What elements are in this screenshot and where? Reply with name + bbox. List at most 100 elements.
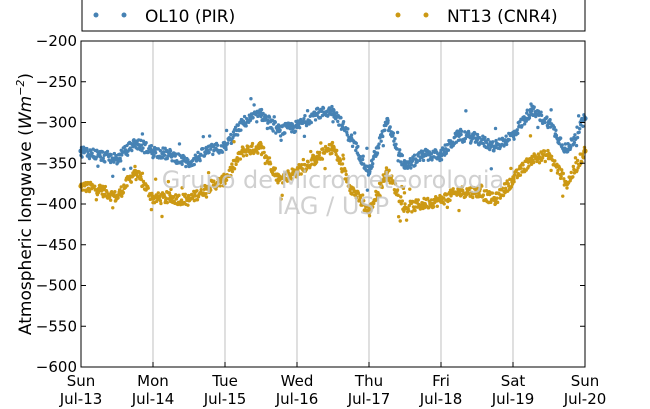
- x-tick-day-4: Thu: [354, 372, 383, 390]
- nt13-sample: [230, 169, 235, 174]
- ol10-sample: [251, 115, 255, 120]
- ol10-sample: [421, 158, 426, 163]
- nt13-sample: [442, 202, 446, 206]
- nt13-sample: [354, 192, 358, 197]
- nt13-sample: [480, 184, 484, 188]
- ol10-sample: [297, 125, 302, 130]
- nt13-sample: [214, 187, 218, 191]
- nt13-sample: [309, 149, 313, 154]
- ol10-sample: [381, 144, 385, 148]
- nt13-sample: [296, 172, 301, 177]
- ol10-sample: [303, 114, 307, 118]
- y-tick-label-7: −550: [36, 317, 77, 335]
- nt13-sample: [202, 187, 207, 192]
- ol10-sample: [302, 134, 307, 139]
- ol10-sample: [576, 114, 581, 118]
- ol10-sample: [391, 131, 396, 135]
- nt13-sample-cloud: [79, 134, 587, 223]
- ol10-sample: [222, 140, 227, 145]
- x-tick-day-5: Fri: [432, 372, 450, 390]
- svg-text:Atmospheric longwave (W: Atmospheric longwave (Wm−2): [14, 73, 36, 335]
- ol10-sample: [399, 160, 403, 164]
- nt13-sample: [582, 145, 587, 150]
- nt13-sample: [375, 196, 380, 200]
- nt13-sample: [323, 166, 327, 171]
- nt13-sample: [382, 176, 387, 180]
- ol10-sample: [283, 131, 287, 135]
- nt13-sample: [492, 196, 497, 200]
- ol10-sample: [109, 152, 113, 157]
- nt13-sample: [321, 147, 325, 151]
- nt13-sample: [246, 145, 250, 149]
- nt13-sample: [267, 156, 272, 160]
- nt13-sample: [368, 209, 373, 213]
- nt13-sample: [209, 188, 213, 192]
- ol10-sample: [502, 144, 506, 148]
- nt13-sample: [530, 154, 534, 159]
- ol10-sample: [184, 164, 188, 169]
- nt13-sample: [320, 157, 325, 161]
- nt13-sample: [509, 166, 513, 171]
- nt13-sample: [543, 149, 547, 153]
- ol10-sample: [337, 123, 342, 127]
- ol10-sample: [349, 133, 354, 137]
- nt13-sample: [490, 191, 495, 195]
- nt13-sample: [571, 164, 576, 169]
- nt13-sample: [519, 166, 523, 170]
- nt13-sample: [445, 205, 450, 210]
- nt13-sample: [384, 166, 389, 170]
- nt13-sample: [306, 160, 310, 164]
- ol10-sample: [345, 133, 349, 137]
- x-tick-day-6: Sat: [501, 372, 526, 390]
- nt13-sample: [301, 157, 306, 162]
- nt13-sample: [512, 180, 516, 184]
- nt13-sample: [274, 178, 279, 182]
- ol10-sample: [196, 150, 200, 155]
- watermark: Grupo de Micrometeorologia IAG / USP: [162, 166, 504, 220]
- ol10-sample: [490, 143, 494, 147]
- nt13-sample: [186, 203, 190, 207]
- nt13-sample: [180, 186, 184, 190]
- x-tick-day-2: Tue: [211, 372, 238, 390]
- nt13-sample: [344, 172, 348, 177]
- ol10-sample: [255, 120, 259, 124]
- legend-marker-ol10: [93, 12, 127, 18]
- nt13-sample: [239, 151, 244, 156]
- legend-label-ol10: OL10 (PIR): [145, 7, 235, 27]
- nt13-sample: [230, 162, 234, 166]
- ol10-sample: [398, 148, 402, 152]
- ol10-sample: [161, 150, 166, 154]
- nt13-sample: [199, 188, 203, 192]
- nt13-sample: [478, 187, 482, 191]
- ol10-sample: [248, 118, 253, 123]
- ol10-sample: [139, 138, 143, 143]
- ol10-sample: [273, 120, 277, 124]
- ol10-sample: [305, 108, 310, 113]
- nt13-sample: [527, 164, 531, 168]
- ol10-sample: [504, 134, 508, 138]
- nt13-sample: [537, 161, 542, 165]
- ol10-sample: [309, 120, 313, 125]
- ol10-sample: [304, 123, 309, 128]
- nt13-sample: [466, 191, 471, 196]
- ol10-sample: [494, 138, 498, 143]
- nt13-sample: [164, 196, 168, 201]
- nt13-sample: [400, 199, 405, 203]
- ol10-sample: [105, 149, 110, 154]
- nt13-sample: [416, 198, 420, 202]
- nt13-sample: [262, 150, 266, 155]
- nt13-sample: [193, 194, 198, 198]
- nt13-sample: [426, 196, 430, 201]
- ol10-sample: [350, 144, 355, 149]
- ol10-sample: [549, 108, 553, 112]
- ol10-sample: [575, 125, 579, 129]
- ol10-sample: [548, 118, 552, 122]
- nt13-sample: [129, 180, 133, 184]
- nt13-sample: [581, 156, 586, 160]
- ol10-sample: [582, 114, 587, 119]
- ol10-sample: [536, 125, 540, 130]
- nt13-sample: [232, 167, 237, 171]
- ol10-sample: [375, 151, 380, 155]
- nt13-sample: [205, 187, 210, 191]
- ol10-sample: [331, 120, 335, 124]
